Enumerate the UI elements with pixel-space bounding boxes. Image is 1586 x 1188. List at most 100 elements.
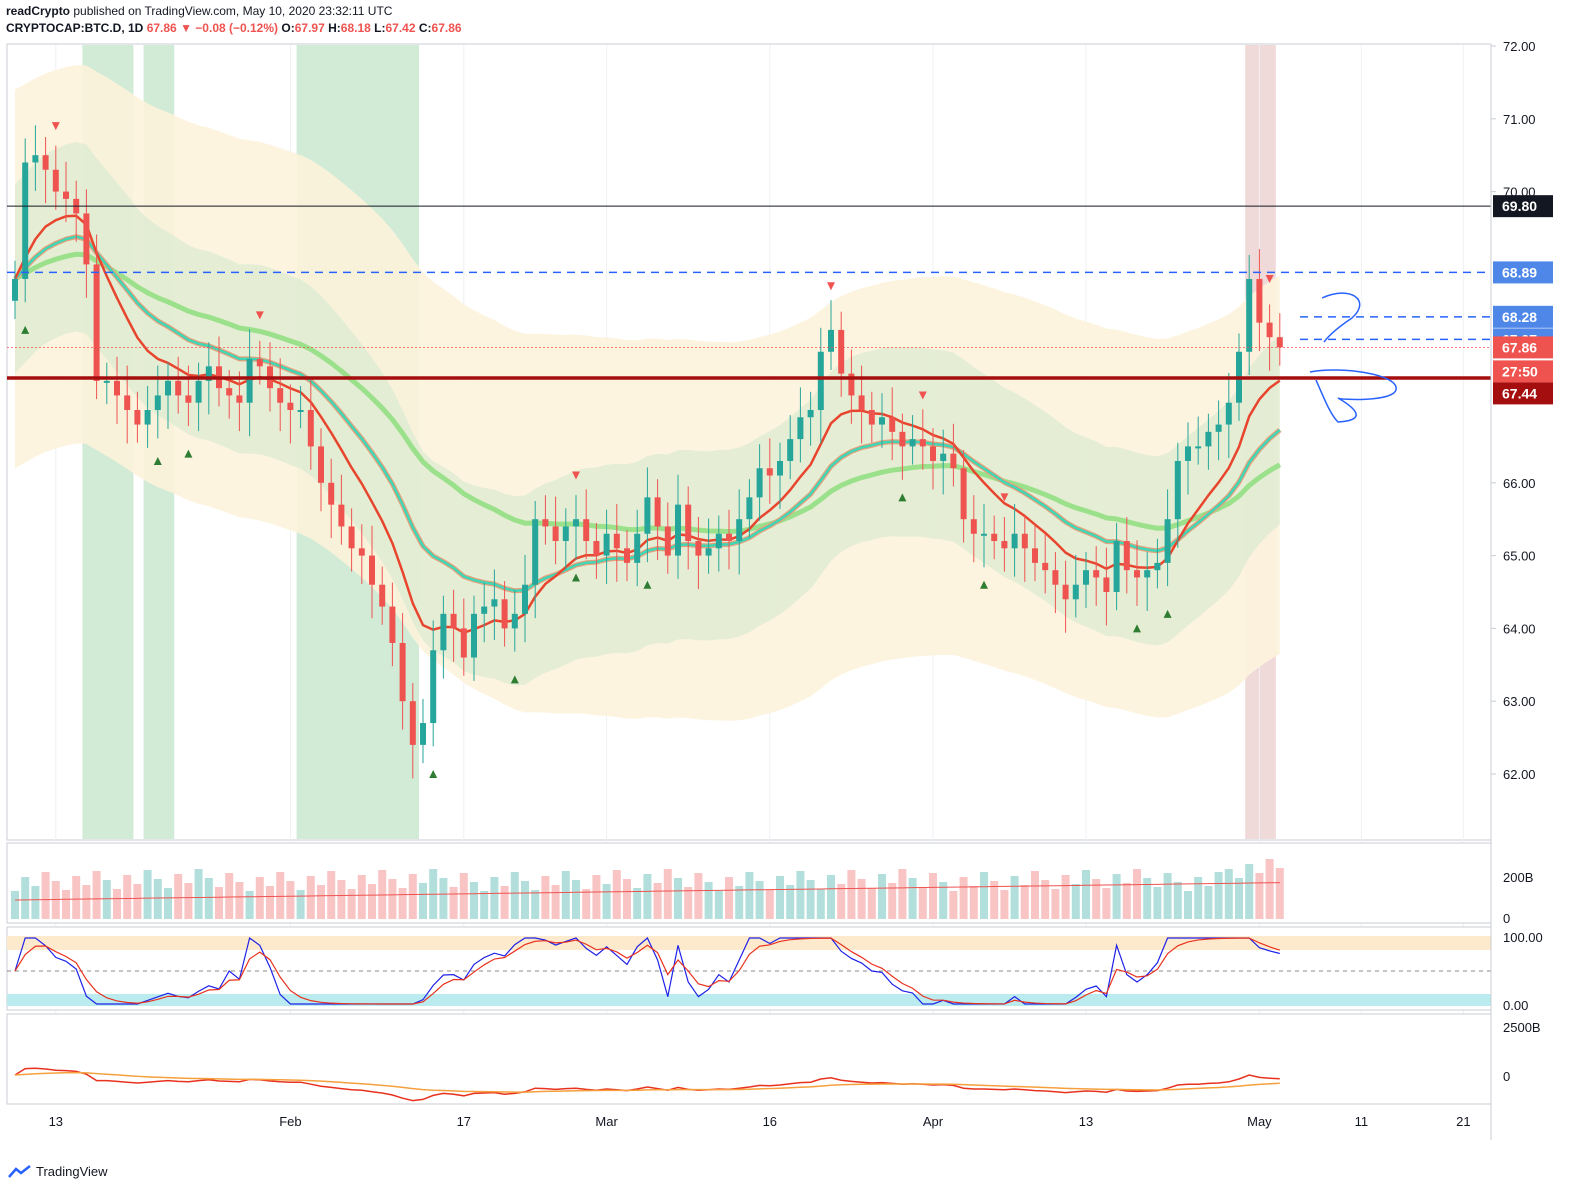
candle-body (450, 613, 457, 629)
footer-brand[interactable]: TradingView (8, 1164, 108, 1179)
volume-bar (684, 887, 693, 919)
candle-body (399, 642, 406, 702)
volume-bar (470, 882, 478, 919)
sell-signal-icon (572, 471, 580, 480)
volume-bar (174, 874, 183, 919)
volume-bar (1031, 871, 1039, 919)
candle-body (634, 533, 641, 563)
candle-body (1062, 584, 1069, 600)
y-tick-label: 71.00 (1503, 112, 1536, 127)
price-tag (1493, 195, 1553, 218)
volume-bar (888, 883, 897, 919)
candle-body (205, 366, 212, 381)
x-tick-label: 21 (1456, 1114, 1470, 1129)
volume-bar (1265, 859, 1274, 919)
volume-bar (1184, 891, 1192, 919)
volume-bar (1010, 876, 1019, 919)
candle-body (950, 453, 957, 469)
candle-body (134, 410, 141, 425)
buy-signal-icon (429, 770, 438, 778)
volume-bar (643, 874, 652, 919)
buy-signal-icon (898, 493, 907, 502)
candle-body (195, 380, 202, 403)
candle-body (491, 599, 498, 607)
volume-bar (1255, 873, 1264, 919)
volume-bar (82, 885, 91, 919)
candle-body (144, 410, 151, 425)
volume-bar (939, 882, 948, 919)
volume-ma-line (14, 882, 1280, 901)
volume-bar (694, 873, 703, 919)
candle-body (83, 213, 90, 265)
candle-body (695, 541, 702, 556)
volume-bar (1204, 886, 1213, 919)
price-tag-label: 27:50 (1502, 363, 1538, 379)
publisher-name[interactable]: readCrypto (6, 4, 71, 18)
volume-bar (1275, 868, 1284, 919)
obv-pane[interactable] (6, 1013, 1492, 1105)
candle-body (103, 380, 110, 383)
buy-signal-icon (184, 449, 193, 458)
volume-bar (847, 870, 856, 919)
candle-body (593, 541, 600, 556)
volume-bar (286, 881, 295, 919)
volume-bar (500, 886, 509, 919)
candle-body (726, 533, 732, 542)
price-tag-label: 67.86 (1502, 339, 1537, 355)
volume-bar (827, 875, 835, 919)
candle-body (879, 417, 885, 425)
candle-body (542, 519, 549, 527)
candle-body (960, 468, 967, 520)
candle-body (1144, 570, 1151, 578)
volume-bar (1224, 869, 1233, 919)
candle-body (797, 417, 804, 440)
volume-bar (980, 872, 988, 919)
candle-body (226, 388, 233, 396)
obv-line (14, 1067, 1280, 1102)
open-value: 67.97 (294, 21, 325, 35)
candle-body (1215, 424, 1222, 432)
x-tick-label: 16 (763, 1114, 777, 1129)
candle-body (1174, 460, 1181, 520)
candle-body (52, 169, 59, 192)
volume-bar (1112, 874, 1121, 919)
candle-body (12, 278, 18, 301)
stoch-k-line (14, 936, 1280, 1005)
candle-body (175, 380, 182, 396)
price-tag (1493, 360, 1553, 383)
open-label: O: (281, 21, 295, 35)
volume-bar (1143, 878, 1152, 919)
candle-body (328, 482, 335, 505)
obv-tick-0: 0 (1503, 1069, 1510, 1084)
inner-envelope-cloud (15, 142, 1280, 686)
volume-bar (368, 884, 376, 919)
candle-body (114, 380, 120, 396)
volume-bar (929, 873, 937, 919)
volume-bar (1082, 870, 1090, 919)
volume-bar (194, 869, 203, 919)
price-tag-label: 69.80 (1502, 198, 1537, 214)
volume-bar (1173, 882, 1182, 919)
symbol-label[interactable]: CRYPTOCAP:BTC.D, 1D (6, 21, 144, 35)
high-label: H: (328, 21, 341, 35)
buy-signal-icon (980, 580, 988, 589)
volume-bar (1122, 883, 1131, 919)
volume-bar (908, 878, 917, 919)
candle-body (746, 497, 753, 520)
volume-bar (633, 888, 642, 919)
volume-bar (755, 881, 764, 919)
y-tick-label: 64.00 (1503, 621, 1536, 636)
volume-bar (714, 891, 723, 919)
candle-body (430, 650, 437, 724)
candle-body (970, 519, 977, 534)
volume-bar (623, 879, 631, 919)
candle-body (1103, 577, 1110, 592)
candle-body (297, 410, 304, 412)
volume-bar (1235, 878, 1243, 919)
candle-body (685, 504, 692, 542)
oversold-zone (7, 994, 1491, 1006)
candle-body (1072, 584, 1079, 600)
price-tag-label: 68.28 (1502, 309, 1537, 325)
candle-body (624, 548, 630, 563)
